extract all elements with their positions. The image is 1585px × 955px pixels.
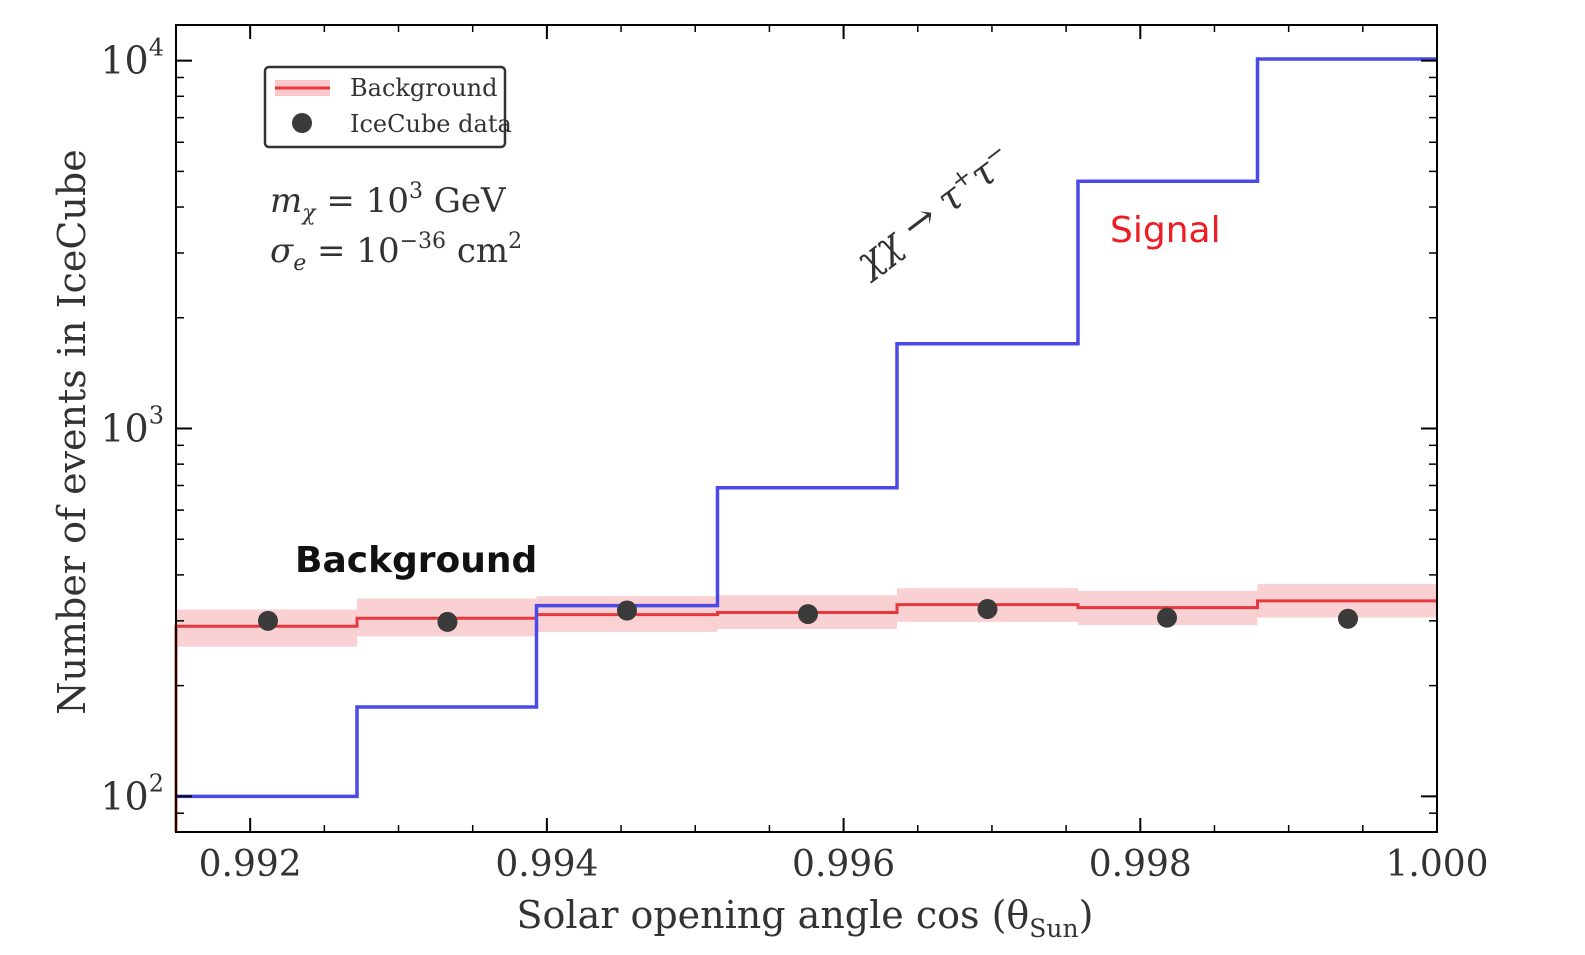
data-point [977,599,998,620]
channel-annotation: χχ → τ+τ− [844,136,1021,285]
legend-background-label: Background [350,74,498,102]
y-tick-label: 103 [100,402,164,451]
legend: Background IceCube data [263,65,512,149]
data-point [1337,608,1358,629]
x-tick-label: 1.000 [1385,844,1488,885]
y-axis-label: Number of events in IceCube [50,149,94,714]
data-point [616,600,637,621]
x-axis-label: Solar opening angle cos (θSun) [517,893,1094,943]
y-tick-label: 104 [100,34,164,83]
legend-data-marker [292,113,312,133]
data-point [257,610,278,631]
signal-label: Signal [1110,210,1221,251]
x-tick-label: 0.996 [792,844,895,885]
data-points-layer [257,599,1358,632]
signal-line-layer [176,57,1437,799]
x-tick-label: 0.998 [1089,844,1192,885]
data-point [797,604,818,625]
data-point [1156,607,1177,628]
data-point [437,611,458,632]
y-tick-label: 102 [100,769,164,818]
legend-data-label: IceCube data [350,110,512,138]
x-tick-label: 0.994 [495,844,598,885]
mass-annotation: mχ = 103 GeV [270,179,507,226]
background-line-layer [174,599,1437,832]
background-label: Background [295,540,537,581]
signal-step-line [176,57,1437,799]
cross-section-annotation: σe = 10−36 cm2 [270,229,522,276]
x-tick-label: 0.992 [199,844,302,885]
background-step-line [174,599,1437,832]
axis-ticks-layer: 0.992 0.994 0.996 0.998 1.000 102 103 104 [100,25,1489,885]
